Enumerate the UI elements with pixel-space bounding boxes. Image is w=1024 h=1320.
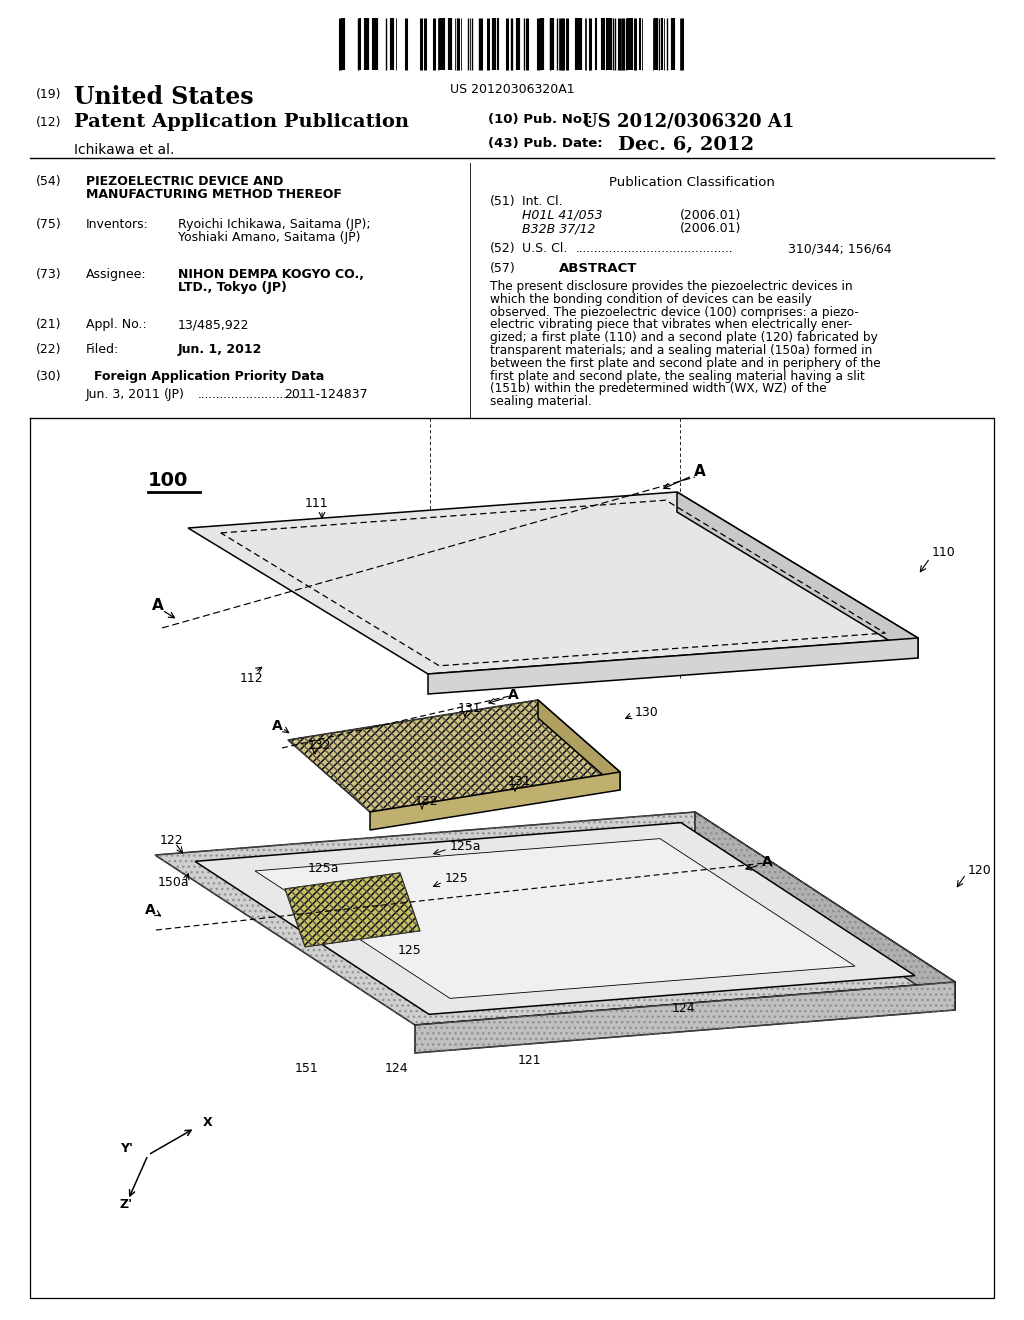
Text: A: A: [145, 903, 156, 917]
Text: (54): (54): [36, 176, 61, 187]
Text: Assignee:: Assignee:: [86, 268, 146, 281]
Polygon shape: [677, 492, 918, 657]
Text: (2006.01): (2006.01): [680, 209, 741, 222]
Polygon shape: [538, 700, 620, 789]
Text: LTD., Tokyo (JP): LTD., Tokyo (JP): [178, 281, 287, 294]
Text: X: X: [203, 1115, 213, 1129]
Text: 111: 111: [305, 498, 329, 510]
Text: H01L 41/053: H01L 41/053: [522, 209, 603, 222]
Text: (57): (57): [490, 261, 516, 275]
Text: B32B 37/12: B32B 37/12: [522, 222, 596, 235]
Text: A: A: [152, 598, 164, 612]
Text: ...............................: ...............................: [198, 388, 314, 401]
Text: 112: 112: [240, 672, 263, 685]
Text: gized; a first plate (110) and a second plate (120) fabricated by: gized; a first plate (110) and a second …: [490, 331, 878, 345]
Text: (75): (75): [36, 218, 61, 231]
Text: (73): (73): [36, 268, 61, 281]
Text: sealing material.: sealing material.: [490, 395, 592, 408]
Text: Z': Z': [120, 1199, 133, 1212]
Text: 125: 125: [445, 871, 469, 884]
Text: 131: 131: [458, 702, 481, 715]
Text: PIEZOELECTRIC DEVICE AND: PIEZOELECTRIC DEVICE AND: [86, 176, 284, 187]
Text: transparent materials; and a sealing material (150a) formed in: transparent materials; and a sealing mat…: [490, 345, 872, 356]
Text: 150a: 150a: [158, 875, 189, 888]
Text: observed. The piezoelectric device (100) comprises: a piezo-: observed. The piezoelectric device (100)…: [490, 306, 859, 318]
Text: The present disclosure provides the piezoelectric devices in: The present disclosure provides the piez…: [490, 280, 853, 293]
Text: U.S. Cl.: U.S. Cl.: [522, 242, 567, 255]
Text: United States: United States: [74, 84, 254, 110]
Polygon shape: [370, 772, 620, 830]
Text: 13/485,922: 13/485,922: [178, 318, 250, 331]
Text: (43) Pub. Date:: (43) Pub. Date:: [488, 137, 603, 150]
Text: 124: 124: [672, 1002, 695, 1015]
Text: 125a: 125a: [450, 840, 481, 853]
Text: Y': Y': [120, 1142, 133, 1155]
Text: 121: 121: [518, 1053, 542, 1067]
Text: A: A: [508, 688, 519, 702]
Polygon shape: [188, 492, 918, 675]
Text: 100: 100: [148, 470, 188, 490]
Text: (21): (21): [36, 318, 61, 331]
Polygon shape: [195, 822, 915, 1014]
Polygon shape: [255, 838, 855, 998]
Text: NIHON DEMPA KOGYO CO.,: NIHON DEMPA KOGYO CO.,: [178, 268, 364, 281]
Polygon shape: [155, 812, 955, 1026]
Text: (30): (30): [36, 370, 61, 383]
Polygon shape: [285, 873, 420, 946]
Text: Jun. 3, 2011: Jun. 3, 2011: [86, 388, 161, 401]
Text: first plate and second plate, the sealing material having a slit: first plate and second plate, the sealin…: [490, 370, 864, 383]
Text: Patent Application Publication: Patent Application Publication: [74, 114, 409, 131]
Text: MANUFACTURING METHOD THEREOF: MANUFACTURING METHOD THEREOF: [86, 187, 342, 201]
Text: 125: 125: [398, 944, 422, 957]
Text: Jun. 1, 2012: Jun. 1, 2012: [178, 343, 262, 356]
Text: 131: 131: [508, 775, 531, 788]
Text: 110: 110: [932, 545, 955, 558]
Text: A: A: [694, 465, 706, 479]
Text: (22): (22): [36, 343, 61, 356]
Text: A: A: [762, 855, 773, 869]
Text: (51): (51): [490, 195, 516, 209]
Text: 130: 130: [635, 705, 658, 718]
Text: Filed:: Filed:: [86, 343, 119, 356]
Text: Appl. No.:: Appl. No.:: [86, 318, 146, 331]
Text: Ichikawa et al.: Ichikawa et al.: [74, 143, 174, 157]
Text: between the first plate and second plate and in periphery of the: between the first plate and second plate…: [490, 356, 881, 370]
Text: (10) Pub. No.:: (10) Pub. No.:: [488, 114, 593, 125]
Text: (52): (52): [490, 242, 516, 255]
Text: Foreign Application Priority Data: Foreign Application Priority Data: [94, 370, 325, 383]
Text: (151b) within the predetermined width (WX, WZ) of the: (151b) within the predetermined width (W…: [490, 383, 826, 396]
Text: US 20120306320A1: US 20120306320A1: [450, 83, 574, 96]
Text: 124: 124: [385, 1061, 409, 1074]
Text: Dec. 6, 2012: Dec. 6, 2012: [618, 136, 754, 154]
Text: (19): (19): [36, 88, 61, 102]
Text: 2011-124837: 2011-124837: [284, 388, 368, 401]
Text: Inventors:: Inventors:: [86, 218, 148, 231]
Polygon shape: [695, 812, 955, 1010]
Text: (2006.01): (2006.01): [680, 222, 741, 235]
Text: (12): (12): [36, 116, 61, 129]
Text: 125a: 125a: [308, 862, 340, 874]
Text: Publication Classification: Publication Classification: [609, 176, 775, 189]
Text: ABSTRACT: ABSTRACT: [559, 261, 637, 275]
Polygon shape: [415, 982, 955, 1053]
Text: ..........................................: ........................................…: [575, 242, 733, 255]
Text: 151: 151: [295, 1061, 318, 1074]
Text: 132: 132: [415, 795, 438, 808]
Text: A: A: [272, 719, 283, 733]
Polygon shape: [288, 700, 620, 812]
Text: 120: 120: [968, 863, 992, 876]
Text: US 2012/0306320 A1: US 2012/0306320 A1: [582, 114, 795, 131]
Text: Int. Cl.: Int. Cl.: [522, 195, 562, 209]
Text: which the bonding condition of devices can be easily: which the bonding condition of devices c…: [490, 293, 812, 306]
Text: 132: 132: [308, 739, 332, 752]
Text: Ryoichi Ichikawa, Saitama (JP);: Ryoichi Ichikawa, Saitama (JP);: [178, 218, 371, 231]
Text: 310/344; 156/64: 310/344; 156/64: [788, 242, 892, 255]
Polygon shape: [428, 638, 918, 694]
Text: Yoshiaki Amano, Saitama (JP): Yoshiaki Amano, Saitama (JP): [178, 231, 360, 244]
Text: electric vibrating piece that vibrates when electrically ener-: electric vibrating piece that vibrates w…: [490, 318, 852, 331]
Text: (JP): (JP): [164, 388, 185, 401]
Text: 122: 122: [160, 833, 183, 846]
